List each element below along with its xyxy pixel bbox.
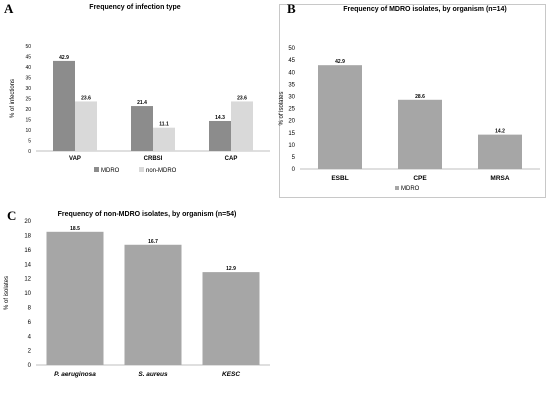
y-tick-label: 6 xyxy=(28,320,32,326)
panel-letter-a: A xyxy=(4,1,14,16)
bar-series-s-aureus xyxy=(124,244,182,365)
y-tick-label: 16 xyxy=(24,248,31,254)
bar-mdro-mrsa xyxy=(478,134,522,169)
y-tick-label: 2 xyxy=(28,349,32,355)
x-tick-label: P. aeruginosa xyxy=(54,371,96,378)
y-tick-label: 5 xyxy=(292,155,296,161)
data-label: 23.6 xyxy=(237,95,247,101)
bar-non-mdro-cap xyxy=(231,101,253,151)
x-tick-label: CRBSI xyxy=(144,156,163,162)
y-tick-label: 40 xyxy=(25,65,31,71)
panel-letter-b: B xyxy=(287,1,296,16)
data-label: 11.1 xyxy=(159,122,169,128)
bar-non-mdro-vap xyxy=(75,101,97,151)
y-tick-label: 10 xyxy=(25,128,31,134)
data-label: 14.2 xyxy=(495,129,505,135)
y-tick-label: 25 xyxy=(288,107,295,113)
data-label: 23.6 xyxy=(81,95,91,101)
legend-label-mdro: MDRO xyxy=(401,186,420,192)
chart-b-ylabel: % of isolates xyxy=(279,91,285,125)
y-tick-label: 45 xyxy=(288,58,295,64)
legend-swatch-non-mdro xyxy=(139,167,144,172)
y-tick-label: 50 xyxy=(288,46,295,52)
y-tick-label: 40 xyxy=(288,70,295,76)
x-tick-label: VAP xyxy=(69,156,81,162)
x-tick-label: MRSA xyxy=(490,175,509,182)
panel-letter-c: C xyxy=(7,208,17,223)
chart-a-ylabel: % of infections xyxy=(10,79,16,118)
x-tick-label: KESC xyxy=(222,371,240,378)
chart-b-title: Frequency of MDRO isolates, by organism … xyxy=(343,6,507,13)
y-tick-label: 50 xyxy=(25,44,31,50)
data-label: 21.4 xyxy=(137,100,147,106)
y-tick-label: 10 xyxy=(288,143,295,149)
data-label: 18.5 xyxy=(70,226,80,232)
chart-c-svg: Frequency of non-MDRO isolates, by organ… xyxy=(4,211,270,378)
bar-mdro-vap xyxy=(53,60,75,151)
x-tick-label: CPE xyxy=(413,175,427,182)
legend-label-non-mdro: non-MDRO xyxy=(146,168,177,174)
y-tick-label: 10 xyxy=(24,291,31,297)
bar-series-p-aeruginosa xyxy=(46,231,104,365)
y-tick-label: 0 xyxy=(28,149,31,155)
data-label: 12.9 xyxy=(226,266,236,272)
legend-label-mdro: MDRO xyxy=(101,168,120,174)
chart-c-ylabel: % of isolates xyxy=(4,276,10,310)
bar-series-kesc xyxy=(202,272,260,365)
y-tick-label: 18 xyxy=(24,234,31,240)
y-tick-label: 0 xyxy=(292,167,296,173)
chart-c-title: Frequency of non-MDRO isolates, by organ… xyxy=(58,211,237,218)
y-tick-label: 15 xyxy=(25,117,31,123)
chart-panel-a: A Frequency of infection type % of infect… xyxy=(0,0,275,190)
y-tick-label: 0 xyxy=(28,363,32,369)
y-tick-label: 14 xyxy=(24,262,31,268)
y-tick-label: 8 xyxy=(28,306,32,312)
bar-mdro-cpe xyxy=(398,99,442,169)
y-tick-label: 20 xyxy=(25,107,31,113)
x-tick-label: S. aureus xyxy=(138,371,168,378)
y-tick-label: 12 xyxy=(24,277,31,283)
data-label: 14.3 xyxy=(215,115,225,121)
y-tick-label: 45 xyxy=(25,54,31,60)
bar-mdro-esbl xyxy=(318,65,362,169)
chart-panel-b: B Frequency of MDRO isolates, by organis… xyxy=(275,0,550,200)
chart-a-svg: Frequency of infection type % of infectio… xyxy=(10,4,270,174)
data-label: 16.7 xyxy=(148,239,158,245)
data-label: 42.9 xyxy=(59,55,69,61)
y-tick-label: 30 xyxy=(25,86,31,92)
y-tick-label: 35 xyxy=(25,75,31,81)
chart-a-title: Frequency of infection type xyxy=(89,4,181,11)
legend-swatch-mdro xyxy=(395,186,399,190)
y-tick-label: 20 xyxy=(288,119,295,125)
x-tick-label: ESBL xyxy=(331,175,348,182)
legend-swatch-mdro xyxy=(94,167,99,172)
y-tick-label: 30 xyxy=(288,95,295,101)
bar-mdro-cap xyxy=(209,120,231,151)
y-tick-label: 5 xyxy=(28,138,31,144)
x-tick-label: CAP xyxy=(225,156,238,162)
y-tick-label: 4 xyxy=(28,334,32,340)
data-label: 28.6 xyxy=(415,94,425,100)
y-tick-label: 25 xyxy=(25,96,31,102)
y-tick-label: 35 xyxy=(288,82,295,88)
data-label: 42.9 xyxy=(335,59,345,65)
y-tick-label: 20 xyxy=(24,219,31,225)
chart-b-svg: Frequency of MDRO isolates, by organism … xyxy=(279,6,540,192)
bar-mdro-crbsi xyxy=(131,106,153,151)
bar-non-mdro-crbsi xyxy=(153,127,175,151)
chart-panel-c: C Frequency of non-MDRO isolates, by org… xyxy=(0,205,275,410)
y-tick-label: 15 xyxy=(288,131,295,137)
chart-b-frame xyxy=(279,4,546,198)
